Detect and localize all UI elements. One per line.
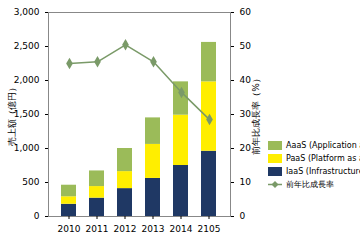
svg-text:40: 40	[240, 75, 252, 85]
svg-text:2010: 2010	[58, 224, 81, 234]
html-text:前年比成長率: 前年比成長率	[286, 180, 334, 190]
svg-text:2014: 2014	[170, 224, 193, 234]
svg-text:2013: 2013	[142, 224, 165, 234]
svg-text:3,000: 3,000	[14, 7, 40, 17]
svg-text:0: 0	[34, 211, 40, 221]
svg-text:10: 10	[240, 177, 252, 187]
svg-text:2,500: 2,500	[14, 41, 40, 51]
svg-text:500: 500	[22, 177, 39, 187]
svg-text:30: 30	[240, 109, 252, 119]
svg-text:60: 60	[240, 7, 252, 17]
svg-text:2105: 2105	[198, 224, 221, 234]
svg-text:2011: 2011	[86, 224, 109, 234]
svg-text:50: 50	[240, 41, 252, 51]
svg-text:売上額（億円）: 売上額（億円）	[7, 83, 17, 146]
svg-text:前年比成長率（%）: 前年比成長率（%）	[251, 74, 261, 155]
svg-text:0: 0	[240, 211, 246, 221]
svg-text:2012: 2012	[114, 224, 137, 234]
svg-text:2,000: 2,000	[14, 75, 40, 85]
svg-text:1,000: 1,000	[14, 143, 40, 153]
svg-text:20: 20	[240, 143, 252, 153]
svg-text:1,500: 1,500	[14, 109, 40, 119]
